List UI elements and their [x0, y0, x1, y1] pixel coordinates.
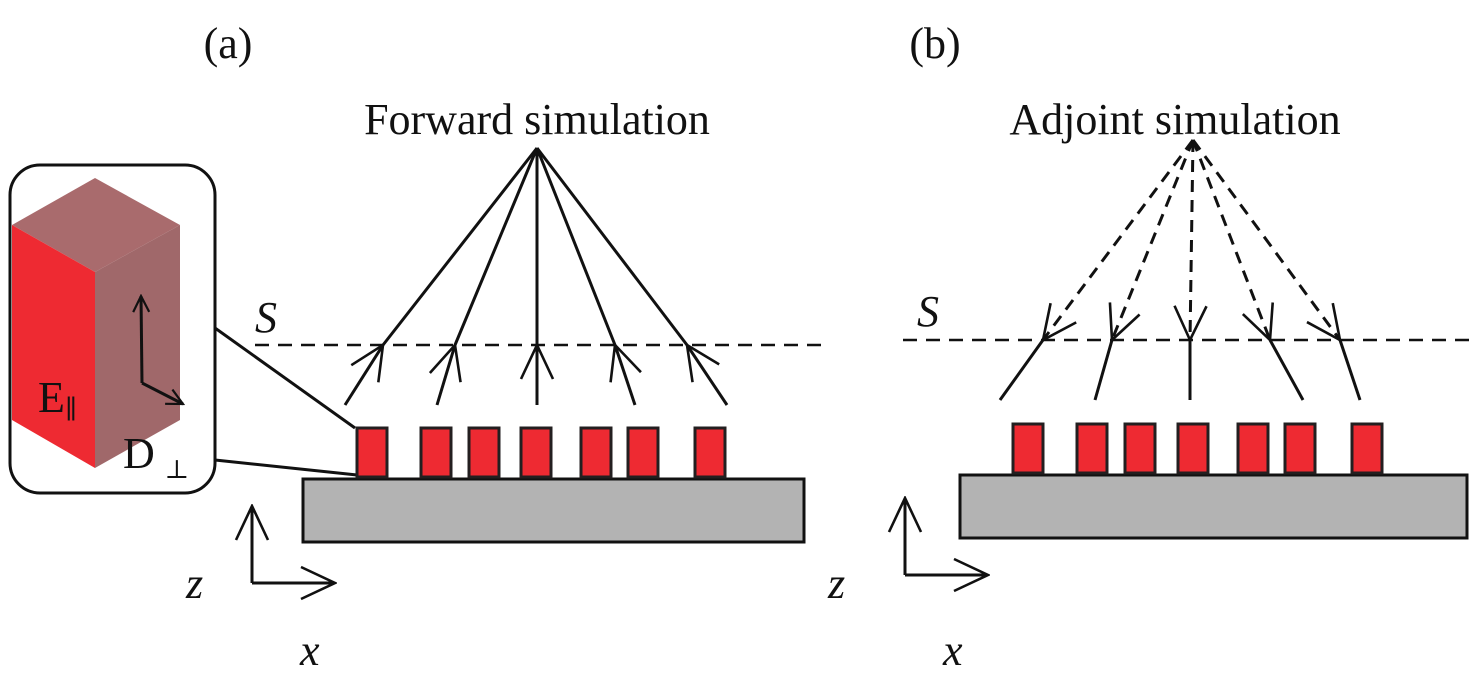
substrate — [958, 473, 1469, 540]
panel-b-label: (b) — [909, 19, 960, 68]
arrow-up-icon — [343, 345, 383, 406]
cube-front-face — [12, 225, 95, 468]
adjoint-ray-arrow-icon — [1191, 139, 1340, 340]
ray-line — [1338, 339, 1362, 401]
perp-arrow-icon — [141, 296, 142, 384]
pillar — [1011, 422, 1045, 475]
ray-line — [1268, 339, 1305, 401]
ray-line — [998, 339, 1045, 401]
ray-line — [453, 147, 539, 346]
cube-side-face — [95, 225, 180, 468]
adjoint-panel — [903, 139, 1470, 575]
ray-line — [535, 147, 617, 346]
inset-connector-bottom — [214, 458, 358, 477]
pillar — [1350, 422, 1384, 475]
pillar — [1236, 422, 1270, 475]
axis-x-label-b: x — [942, 626, 963, 675]
adjoint-ray-arrow-icon — [1112, 139, 1195, 340]
cube-top-face — [12, 178, 180, 272]
pillar — [1176, 422, 1210, 475]
pillar — [1283, 422, 1317, 475]
ray-line — [1093, 339, 1114, 401]
pillar — [519, 426, 553, 479]
pillar — [579, 426, 613, 479]
substrate — [301, 477, 806, 544]
axis-x-label-a: x — [299, 626, 320, 675]
arrow-up-icon — [615, 345, 635, 406]
adjoint-ray-arrow-icon — [1190, 139, 1193, 340]
pillar — [693, 426, 727, 479]
adjoint-title: Adjoint simulation — [1009, 95, 1340, 144]
axis-z-label-a: z — [185, 559, 203, 608]
pillar — [355, 426, 389, 479]
surface-label-b: S — [917, 287, 939, 336]
pillar — [1075, 422, 1109, 475]
axis-z-label-b: z — [827, 559, 845, 608]
unit-cell-inset: E∥ D ⊥ — [8, 163, 358, 495]
d-perp-label: D ⊥ — [123, 429, 189, 484]
ray-line — [535, 147, 689, 346]
panel-a-label: (a) — [204, 19, 253, 68]
arrow-up-icon — [687, 345, 729, 406]
pillar — [1123, 422, 1157, 475]
adjoint-ray-arrow-icon — [1191, 139, 1270, 340]
surface-label-a: S — [255, 293, 277, 342]
pillar — [626, 426, 660, 479]
forward-title: Forward simulation — [364, 95, 710, 144]
e-parallel-label: E∥ — [38, 373, 77, 424]
arrow-up-icon — [437, 345, 455, 406]
inset-connector-top — [214, 326, 356, 430]
adjoint-ray-arrow-icon — [1043, 139, 1195, 340]
ray-line — [381, 147, 539, 346]
pillar — [467, 426, 501, 479]
forward-panel — [252, 147, 822, 583]
parallel-arrow-icon — [141, 381, 183, 406]
pillar — [419, 426, 453, 479]
